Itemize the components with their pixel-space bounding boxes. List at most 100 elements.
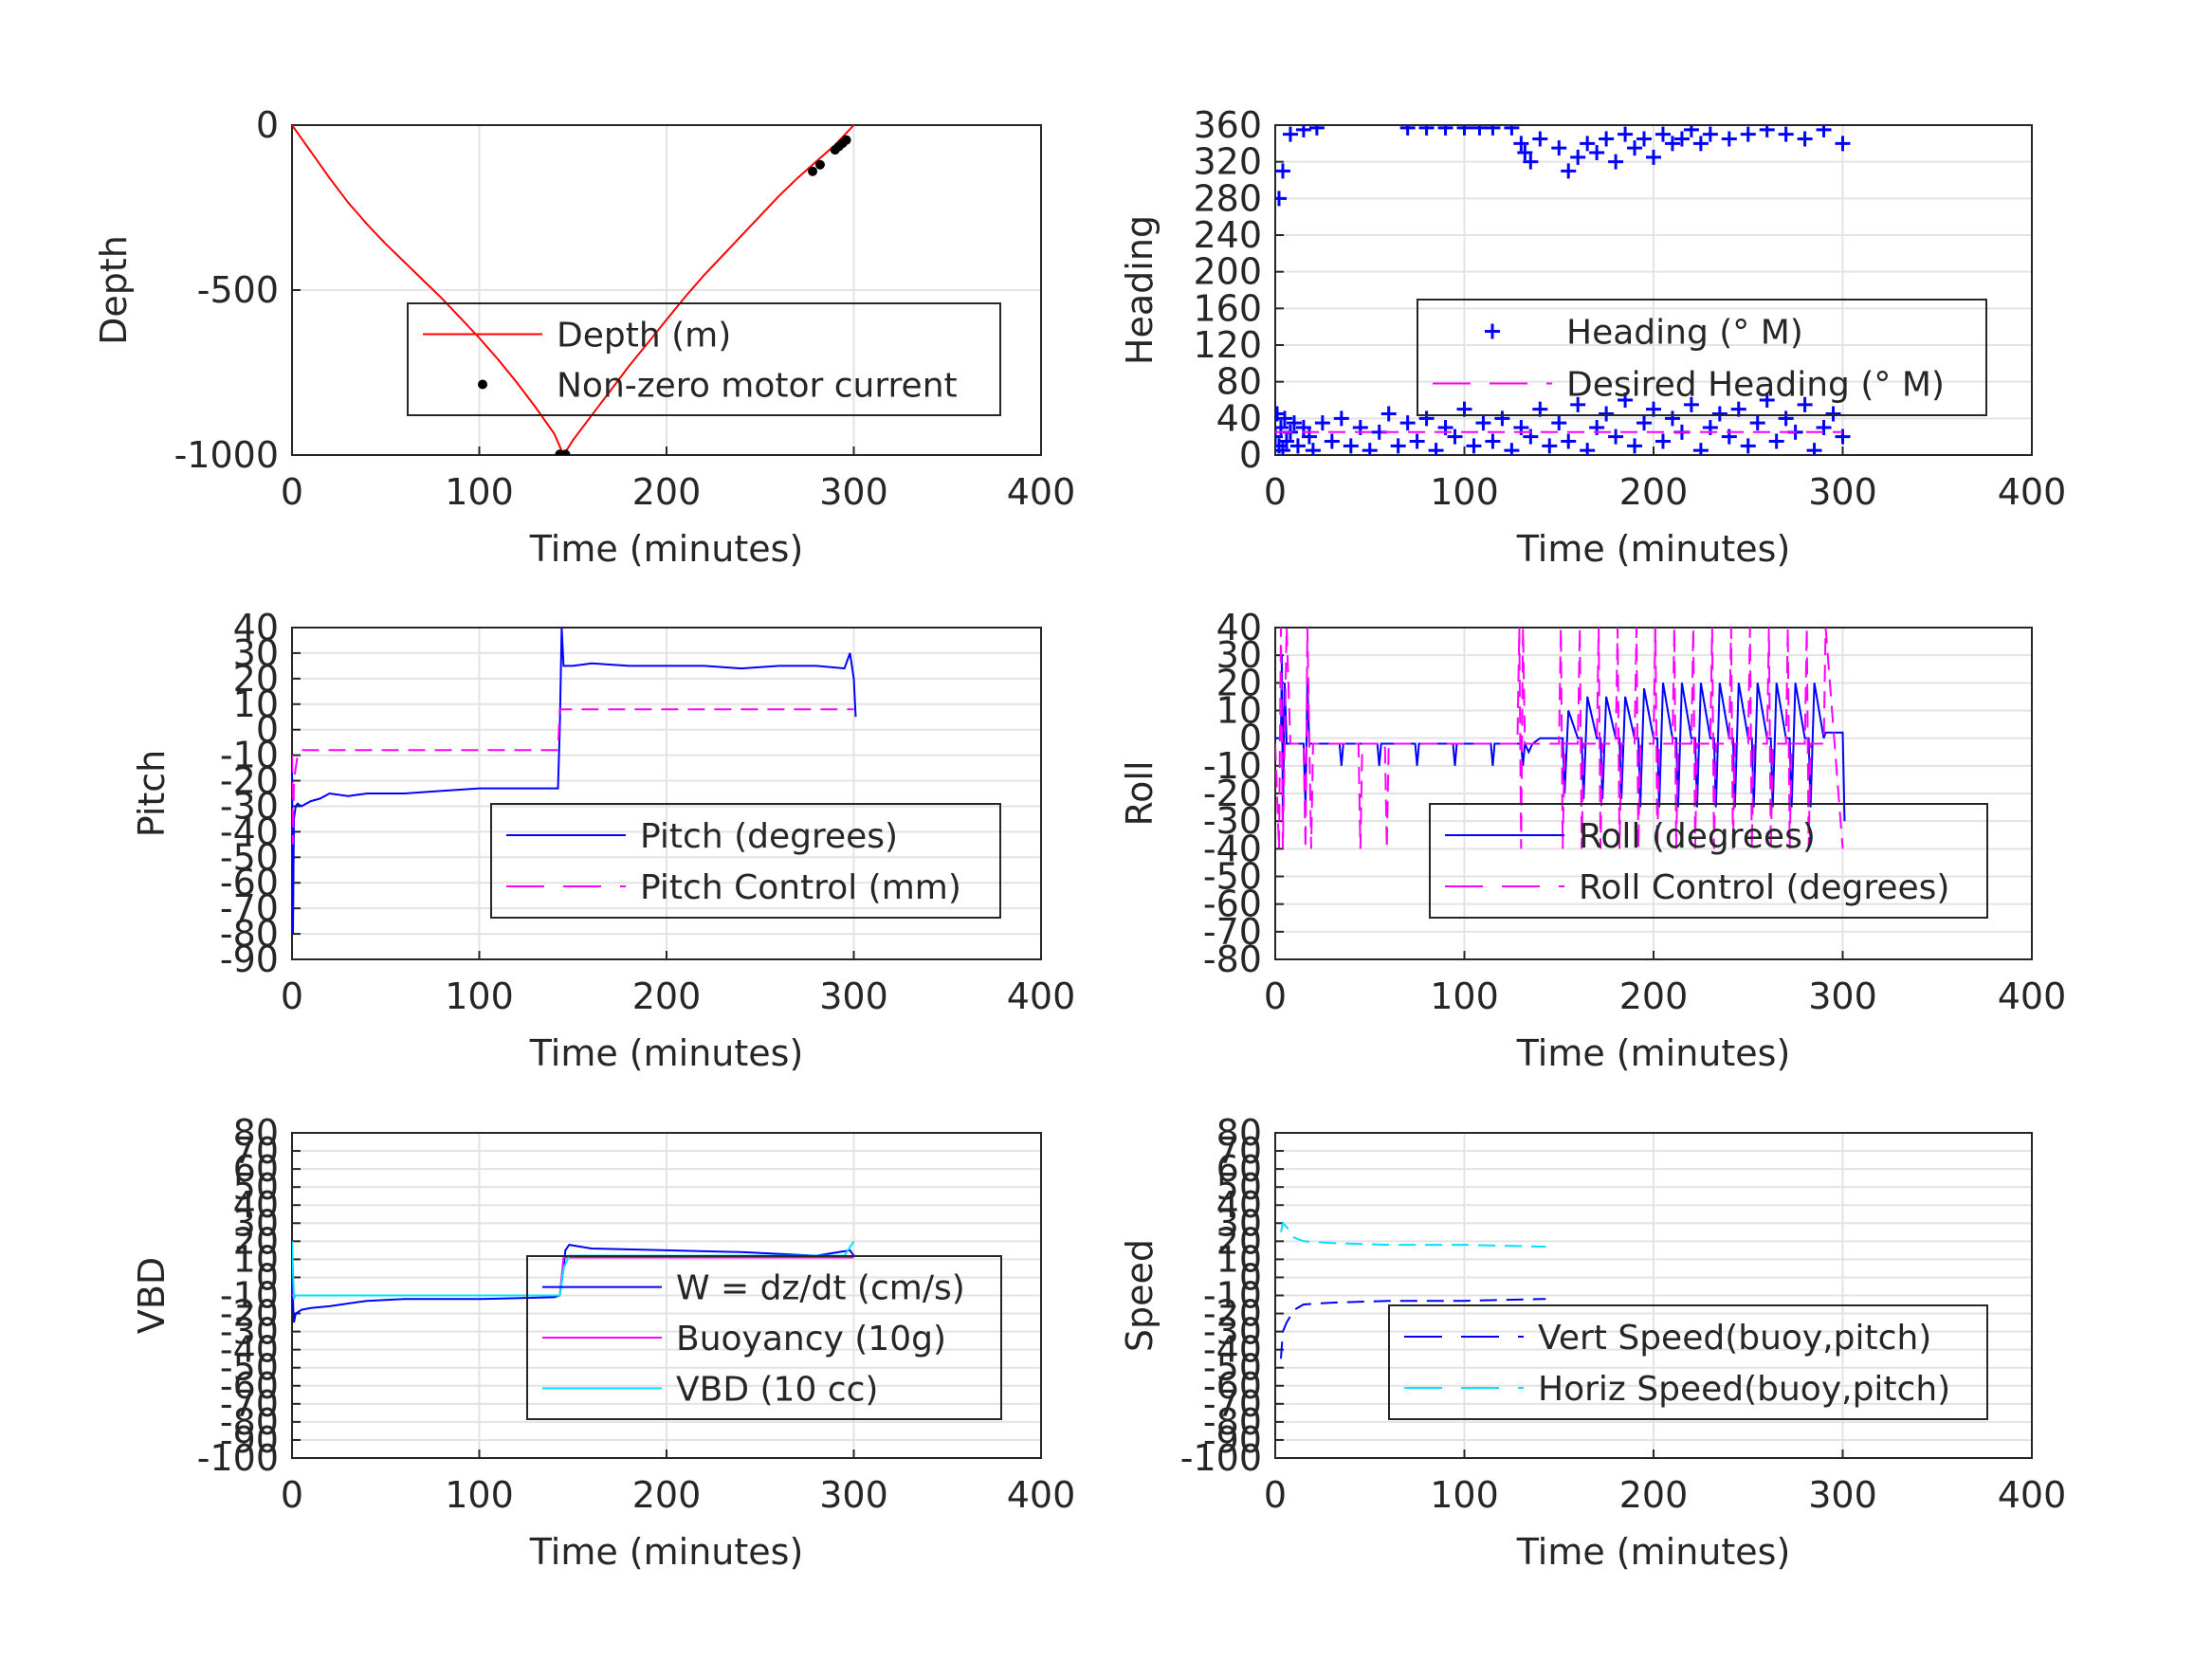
x-tick-label: 400 [1998,1474,2067,1516]
x-tick-label: 0 [281,975,303,1017]
series-depth-1-point [814,159,825,170]
y-tick-label: -60 [220,862,279,903]
chart-depth: 0 100 200 300 400 0 -500 -1000 Time (minutes) Dep… [93,104,1075,570]
series-heading-0-point [1711,406,1728,422]
x-tick-label: 200 [632,471,702,513]
series-heading-0-point [1654,433,1671,449]
series-heading-0-point [1749,415,1765,431]
series-heading-0-point [1475,415,1491,431]
series-heading-0-point [1664,136,1680,152]
y-tick-label: 0 [256,1256,279,1298]
x-tick-label: 100 [1430,471,1499,513]
series-heading-0-point [1683,396,1699,412]
series-heading-0-point [1646,149,1661,165]
x-axis-label: Time (minutes) [529,528,804,570]
y-tick-label: 70 [1216,1130,1262,1172]
series-heading-0-point [1278,433,1294,449]
x-tick-label: 200 [1619,471,1689,513]
series-heading-0-point [1702,126,1718,142]
series-heading-0-point [1362,443,1378,455]
series-speed-0-line [1280,1298,1546,1359]
y-tick-label: 20 [233,1220,279,1262]
y-tick-label: -60 [1203,1365,1262,1407]
series-heading-0-point [1399,415,1416,431]
y-tick-label: 80 [233,1112,279,1154]
series-heading-0-point [1380,406,1397,422]
series-heading-0-point [1608,428,1624,445]
series-heading-0-point [1275,443,1290,455]
series-heading-0-point [1561,433,1577,449]
series-heading-0-point [1324,433,1340,449]
legend-label: Vert Speed(buoy,pitch) [1538,1319,1931,1358]
series-heading-0-point [1513,136,1529,152]
series-heading-0-point [1418,410,1435,427]
y-tick-label: 10 [1216,1238,1262,1280]
series-heading-0-point [1664,410,1680,427]
legend-label: Pitch Control (mm) [640,868,961,907]
series-heading-0-point [1494,410,1510,427]
x-tick-label: 200 [1619,975,1689,1017]
y-tick-label: -10 [220,1275,279,1317]
y-tick-label: -70 [1203,911,1262,953]
series-heading-0-point [1390,438,1406,454]
y-tick-label: -40 [220,811,279,852]
series-heading-0-point [1683,125,1699,137]
chart-heading: 0 100 200 300 40004080120160200240280320360T… [1119,104,2066,570]
series-heading-0-point [1580,443,1596,455]
series-heading-0-point [1835,136,1851,152]
y-tick-label: -30 [1203,800,1262,842]
series-heading-0-point [1759,392,1775,408]
y-tick-label: 20 [233,658,279,700]
legend-box [1417,299,1987,416]
x-tick-label: 300 [1808,1474,1877,1516]
y-tick-label: 40 [233,607,279,648]
series-heading-0-point [1608,154,1624,170]
series-group [1275,628,1846,849]
series-heading-0-point [1282,126,1298,142]
series-heading-0-point [1485,125,1501,136]
series-heading-0-point [1618,126,1634,142]
y-tick-label: -30 [220,1311,279,1353]
series-heading-0-point [1305,443,1321,455]
chart-roll: 0 100 200 300 400403020100-10-20-30-40-50-60… [1119,607,2066,1074]
y-tick-label: 10 [233,1238,279,1280]
series-heading-0-point [1418,125,1435,136]
y-tick-label: -80 [1203,939,1262,980]
series-heading-0-point [1314,415,1330,431]
y-tick-label: -60 [1203,884,1262,925]
x-axis-label: Time (minutes) [1516,1032,1791,1074]
series-heading-0-point [1343,438,1359,454]
y-tick-label: -40 [1203,1329,1262,1371]
y-tick-label: -70 [1203,1383,1262,1425]
legend-label: Heading (° M) [1566,314,1803,353]
legend-box [407,302,1001,416]
y-tick-label: 0 [1239,1256,1262,1298]
y-tick-label: 10 [233,684,279,725]
series-heading-0-point [1768,433,1784,449]
y-tick-label: 30 [233,632,279,674]
series-heading-0-point [1532,131,1548,147]
series-group [292,628,857,935]
series-heading-0-point [1523,154,1539,170]
x-tick-label: 100 [1430,1474,1499,1516]
y-tick-label: -50 [1203,1347,1262,1389]
legend: Roll (degrees) Roll Control (degrees) [1429,803,1988,919]
x-tick-label: 400 [1007,1474,1076,1516]
y-axis-label: Roll [1119,760,1161,826]
series-heading-0-point [1275,428,1283,445]
series-roll-1-line [1275,628,1844,849]
series-heading-0-point [1825,406,1841,422]
y-tick-label: -30 [220,785,279,827]
series-heading-0-point [1778,410,1794,427]
series-heading-0-point [1618,392,1634,408]
x-axis-label: Time (minutes) [1516,528,1791,570]
y-tick-label: 0 [256,709,279,751]
legend: Depth (m) Non-zero motor current [407,302,1001,416]
legend-label: Depth (m) [557,317,731,356]
series-heading-0-point [1599,131,1615,147]
series-heading-0-point [1275,191,1287,207]
y-tick-label: -10 [1203,745,1262,787]
series-heading-0-point [1721,131,1737,147]
y-tick-label: 0 [256,104,279,146]
series-heading-0-point [1542,438,1558,454]
